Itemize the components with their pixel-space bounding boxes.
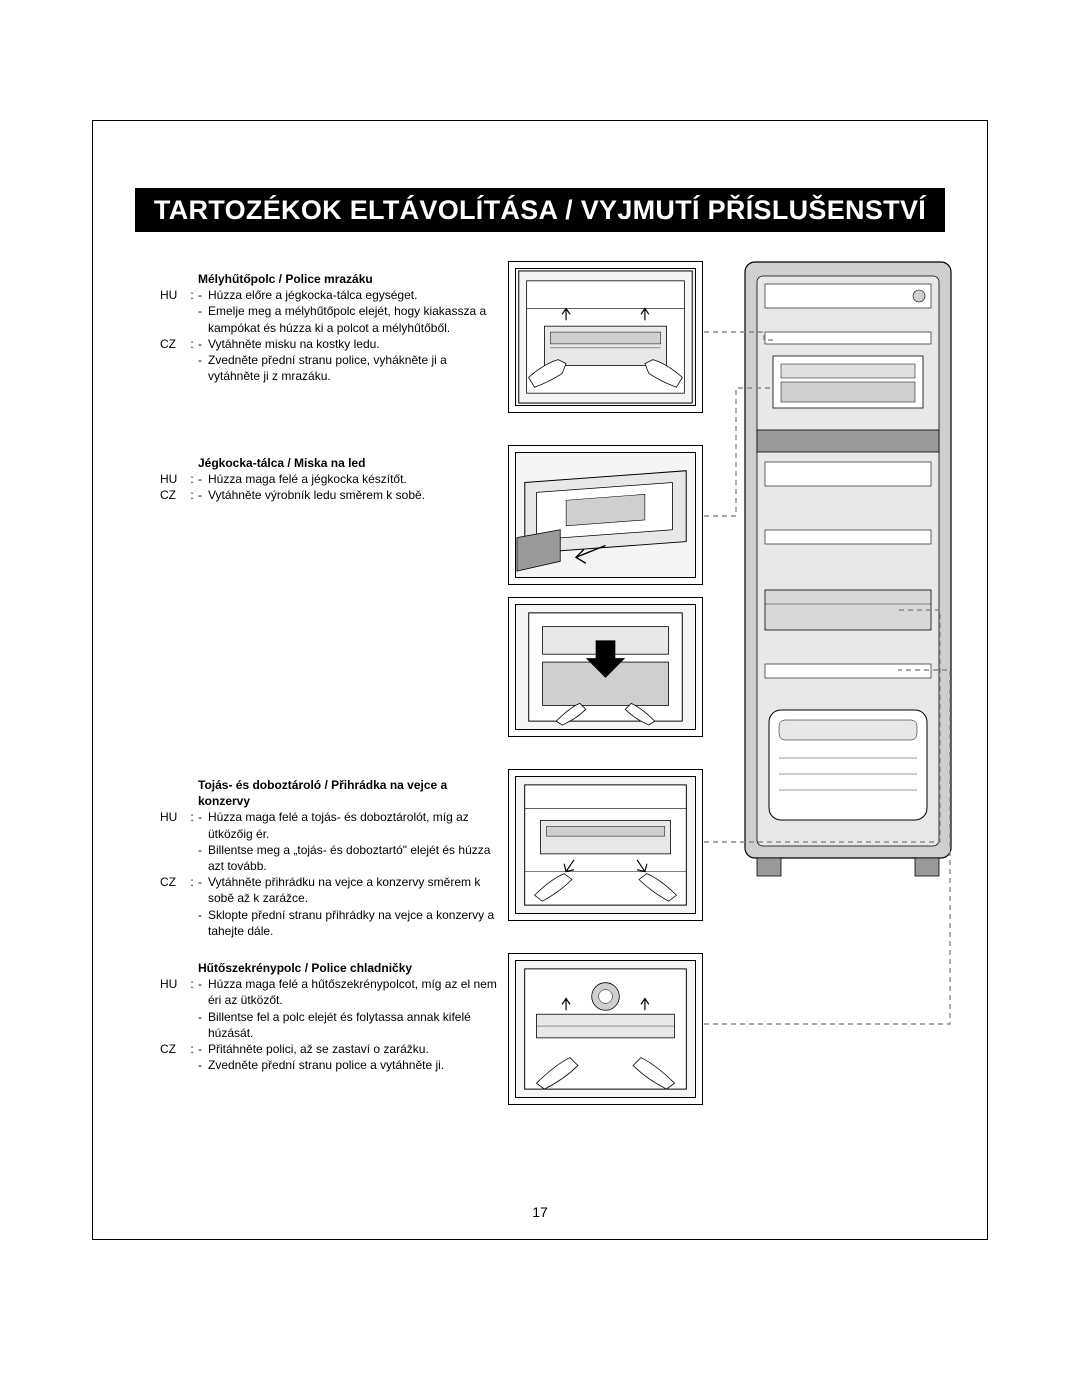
section-3-title: Tojás- és doboztároló / Přihrádka na vej… [198,777,500,809]
page-title: TARTOZÉKOK ELTÁVOLÍTÁSA / VYJMUTÍ PŘÍSLU… [135,188,945,232]
freezer-shelf-diagram [516,269,695,405]
lang-hu: HU [160,287,186,303]
section-3-cz-0: Vytáhněte přihrádku na vejce a konzervy … [208,874,500,906]
section-4-hu-1: Billentse fel a polc elejét és folytassa… [208,1009,500,1041]
section-4: Hűtőszekrénypolc / Police chladničky HU:… [160,960,500,1073]
section-4-hu-0: Húzza maga felé a hűtőszekrénypolcot, mí… [208,976,500,1008]
section-1: Mélyhűtőpolc / Police mrazáku HU:- Húzza… [160,271,500,384]
illustration-ice-tray [508,445,703,585]
illustration-freezer-shelf [508,261,703,413]
lang-cz: CZ [160,336,186,352]
ice-tray-diagram-2 [516,605,695,729]
illustration-egg-tray [508,769,703,921]
fridge-shelf-diagram [516,961,695,1097]
section-1-cz-1: Zvedněte přední stranu police, vyhákněte… [208,352,500,384]
section-4-title: Hűtőszekrénypolc / Police chladničky [198,960,500,976]
refrigerator-diagram [743,260,953,884]
section-2: Jégkocka-tálca / Miska na led HU:- Húzza… [160,455,500,504]
egg-tray-diagram [516,777,695,913]
section-4-cz-1: Zvedněte přední stranu police a vytáhnět… [208,1057,444,1073]
section-1-hu-1: Emelje meg a mélyhűtőpolc elejét, hogy k… [208,303,500,335]
page-number: 17 [0,1204,1080,1220]
section-2-cz-0: Vytáhněte výrobník ledu směrem k sobě. [208,487,425,503]
section-2-hu-0: Húzza maga felé a jégkocka készítőt. [208,471,407,487]
section-2-title: Jégkocka-tálca / Miska na led [198,455,500,471]
section-3-hu-1: Billentse meg a „tojás- és doboztartó" e… [208,842,500,874]
illustration-fridge-shelf [508,953,703,1105]
section-1-hu-0: Húzza előre a jégkocka-tálca egységet. [208,287,417,303]
section-3-hu-0: Húzza maga felé a tojás- és doboztárolót… [208,809,500,841]
section-3-cz-1: Sklopte přední stranu přihrádky na vejce… [208,907,500,939]
ice-tray-diagram [516,453,695,577]
section-3: Tojás- és doboztároló / Přihrádka na vej… [160,777,500,939]
section-1-title: Mélyhűtőpolc / Police mrazáku [198,271,500,287]
illustration-ice-tray-2 [508,597,703,737]
section-4-cz-0: Přitáhněte polici, až se zastaví o zaráž… [208,1041,429,1057]
section-1-cz-0: Vytáhněte misku na kostky ledu. [208,336,380,352]
